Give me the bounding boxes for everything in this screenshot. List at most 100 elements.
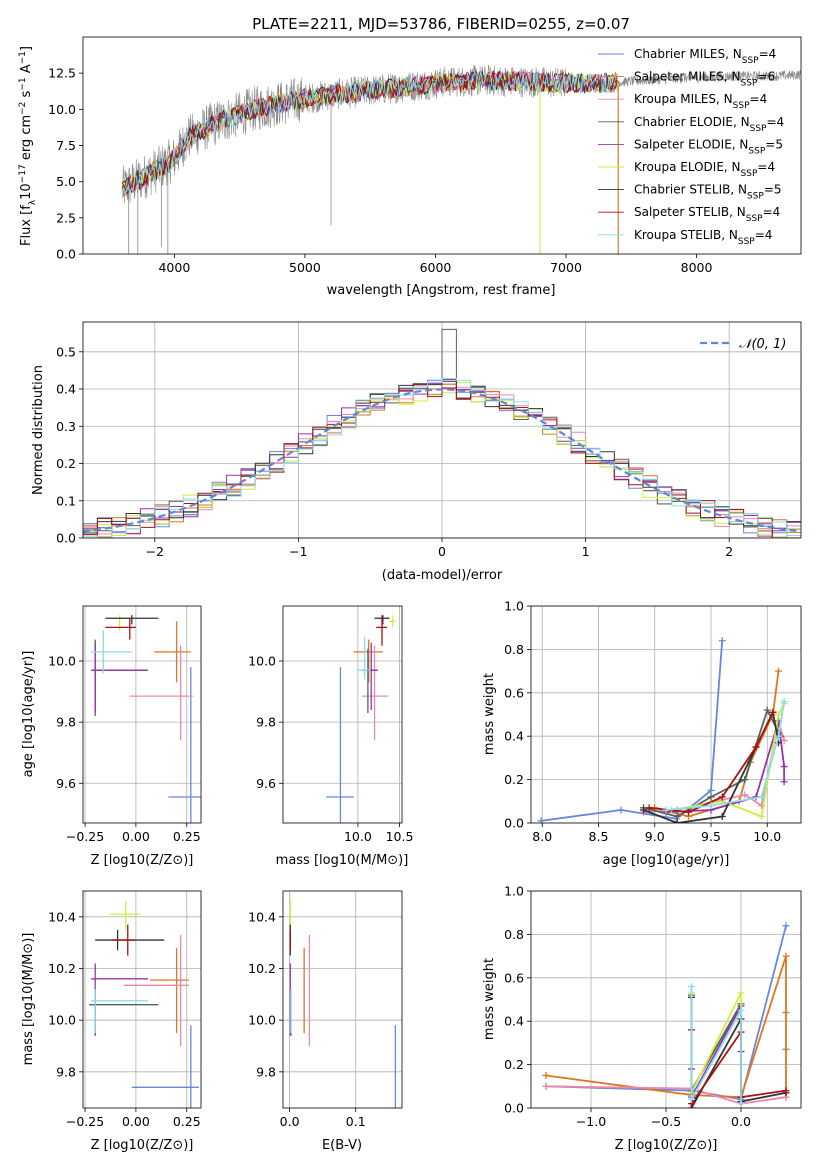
chart-title: PLATE=2211, MJD=53786, FIBERID=0255, z=0… (252, 15, 630, 33)
text-part: Salpeter ELODIE, N (634, 137, 748, 151)
plot-area (83, 891, 201, 1108)
panel-mass_vs_Z: −0.25 0.00 0.25 9.8 10.0 10.2 10.4 Z [log10(Z/Z… (21, 890, 202, 1153)
text-part: =4 (759, 47, 777, 61)
x-tick-label: 0.0 (731, 1114, 751, 1129)
weight-marker (645, 804, 653, 812)
y-tick-label: 0.0 (56, 247, 76, 262)
weight-series (545, 925, 787, 1101)
y-tick-label: 10.4 (48, 909, 76, 924)
x-axis-label: E(B-V) (322, 1138, 362, 1153)
weight-marker (542, 1071, 550, 1079)
weight-marker (780, 763, 788, 771)
axes-frame (282, 890, 403, 1109)
text-part: SSP (748, 146, 765, 156)
weight-series (540, 640, 724, 822)
weight-marker (673, 819, 681, 823)
y-tick-label: 10.0 (248, 654, 276, 669)
weight-marker (775, 711, 782, 718)
y-axis-label: age [log10(age/yr)] (21, 651, 36, 778)
x-tick-label: 9.5 (701, 829, 721, 844)
y-tick-label: 12.5 (48, 66, 76, 81)
x-tick-label: −0.5 (651, 1114, 681, 1129)
weight-marker (782, 1087, 790, 1095)
text-part: =5 (765, 137, 783, 151)
weight-marker (542, 1082, 550, 1090)
weight-marker (617, 806, 625, 814)
x-tick-label: 9.0 (645, 829, 665, 844)
legend-entry: Chabrier STELIB, NSSP=5 (634, 183, 782, 202)
x-axis-label: wavelength [Angstrom, rest frame] (327, 283, 556, 298)
x-tick-label: 0.0 (280, 1114, 300, 1129)
weight-marker (775, 732, 782, 740)
plot-area (283, 891, 402, 1108)
y-tick-label: 0.8 (504, 927, 524, 942)
weight-marker (782, 1045, 790, 1053)
x-tick-label: −1.0 (576, 1114, 606, 1129)
text-part: SSP (747, 192, 764, 202)
panel-spectrum: 4000 5000 6000 7000 8000 0.0 2.5 5.0 7.5 10.0 12.5… (18, 15, 802, 298)
y-axis-label: Normed distribution (31, 365, 46, 495)
legend-entry: Salpeter ELODIE, NSSP=5 (634, 137, 783, 156)
x-tick-label: 2 (725, 544, 733, 559)
y-tick-label: 0.4 (504, 729, 524, 744)
y-axis-label: Flux [fλ10−17 erg cm−2 s−1 A−1] (18, 46, 38, 246)
y-axis-label: mass weight (482, 958, 497, 1040)
y-tick-label: 0.2 (504, 1057, 524, 1072)
y-tick-label: 0.3 (56, 419, 76, 434)
y-tick-label: 0.2 (56, 456, 76, 471)
text-part: =5 (764, 183, 782, 197)
plot-area (531, 891, 801, 1108)
y-tick-label: 2.5 (56, 210, 76, 225)
text-part: erg cm (19, 115, 34, 164)
weight-marker (737, 989, 745, 997)
text-part: SSP (750, 124, 767, 134)
y-axis-label: mass weight (482, 673, 497, 755)
x-tick-label: 8.0 (532, 829, 552, 844)
legend-entry: Kroupa MILES, NSSP=4 (634, 92, 767, 111)
y-tick-label: 0.8 (504, 642, 524, 657)
text-part: λ (28, 199, 38, 205)
y-tick-label: 10.0 (48, 102, 76, 117)
axes-frame (82, 605, 202, 824)
y-tick-label: 0.6 (504, 970, 524, 985)
weight-marker (537, 817, 545, 823)
text-part: Salpeter MILES, N (634, 70, 741, 84)
x-tick-label: 6000 (420, 260, 452, 275)
x-tick-label: −2 (146, 544, 164, 559)
weight-marker (685, 808, 692, 816)
weight-marker (737, 1006, 745, 1014)
x-axis-label: Z [log10(Z/Z⊙)] (615, 1138, 718, 1153)
x-tick-label: 0.00 (122, 1114, 150, 1129)
x-axis-label: (data-model)/error (382, 568, 503, 583)
weight-series (643, 709, 780, 823)
x-tick-label: 0.1 (346, 1114, 366, 1129)
weight-series (545, 1085, 787, 1105)
y-tick-label: 1.0 (504, 884, 524, 899)
weight-marker (707, 786, 715, 794)
legend-entry: 𝒩(0, 1) (739, 337, 786, 352)
panel-weight_vs_Z: −1.0 −0.5 0.0 0.0 0.2 0.4 0.6 0.8 1.0 Z [log10(Z/… (482, 884, 802, 1153)
text-part: 10 (19, 183, 34, 200)
text-part: Kroupa STELIB, N (634, 228, 738, 242)
plot-area (121, 64, 801, 254)
legend-entry: Salpeter MILES, NSSP=6 (634, 70, 775, 89)
text-part: SSP (742, 56, 759, 66)
weight-marker (752, 743, 760, 751)
x-tick-label: 7000 (550, 260, 582, 275)
x-tick-label: 8000 (681, 260, 713, 275)
x-tick-label: 0.25 (173, 1114, 201, 1129)
text-part: Salpeter STELIB, N (634, 205, 746, 219)
axes-frame (82, 890, 202, 1109)
weight-marker (782, 922, 790, 930)
weight-marker (741, 776, 749, 784)
model-spectrum (121, 71, 618, 196)
plot-area (83, 606, 201, 823)
x-tick-label: 0.25 (173, 829, 201, 844)
panel-age_vs_mass: 10.0 10.5 9.6 9.8 10.0 mass [log10(M/M⊙)] (248, 605, 413, 868)
y-tick-label: 0.4 (56, 382, 76, 397)
text-part: SSP (746, 214, 763, 224)
weight-marker (769, 708, 777, 716)
y-tick-label: 0.0 (56, 531, 76, 546)
x-tick-label: 8.5 (589, 829, 609, 844)
